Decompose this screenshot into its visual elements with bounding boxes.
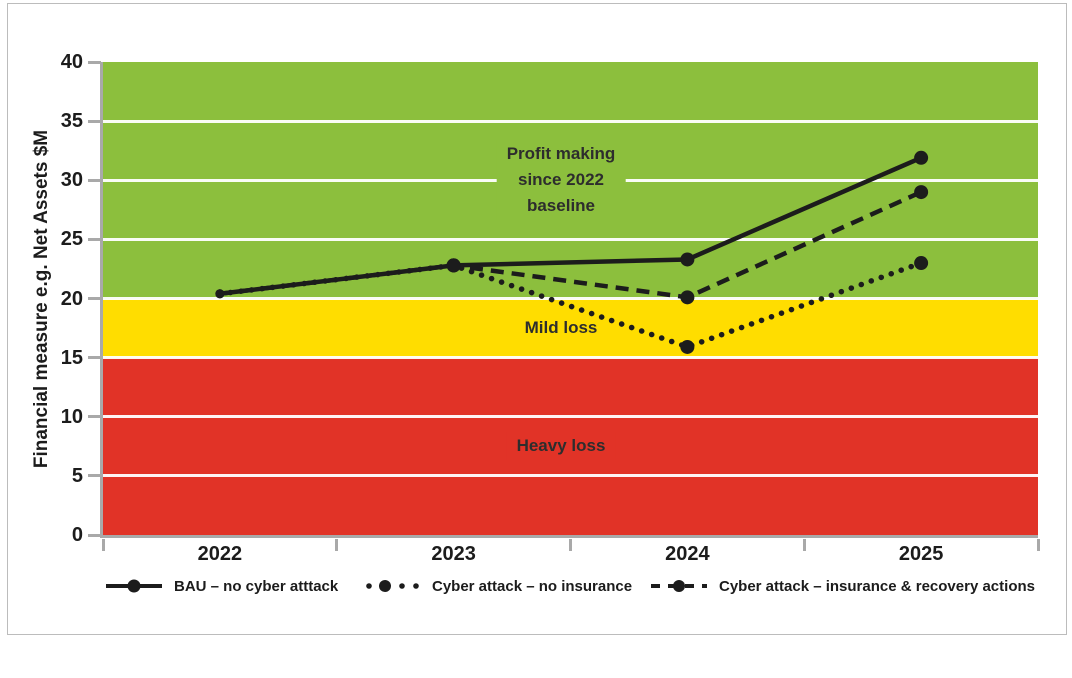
- x-tick-mark-0: [101, 539, 105, 551]
- legend-dotted-line-icon: [366, 580, 419, 592]
- y-tick-mark-0: [88, 533, 101, 537]
- y-tick-label-5: 5: [71, 464, 83, 487]
- x-tick-mark-1: [335, 539, 339, 551]
- y-tick-label-20: 20: [60, 287, 83, 310]
- gridline-y-10: [103, 415, 1038, 419]
- y-tick-label-10: 10: [60, 405, 83, 428]
- gridline-y-5: [103, 474, 1038, 478]
- legend-sample-dot: [399, 583, 405, 589]
- data-point-marker: [914, 185, 929, 200]
- x-tick-mark-3: [802, 539, 806, 551]
- data-point-marker: [446, 258, 461, 273]
- x-tick-label-2023: 2023: [431, 543, 476, 565]
- legend-sample-dot: [413, 583, 419, 589]
- plot-area: Profit making since 2022 baseline Mild lo…: [103, 62, 1038, 535]
- legend-item-solid: BAU – no cyber atttack: [105, 574, 338, 598]
- data-point-marker: [680, 290, 695, 305]
- y-tick-mark-5: [88, 474, 101, 478]
- gridline-y-35: [103, 119, 1038, 123]
- y-tick-mark-20: [88, 297, 101, 300]
- x-tick-label-2022: 2022: [197, 543, 243, 565]
- gridline-y-20: [103, 297, 1038, 300]
- series-line-solid: [219, 155, 923, 297]
- legend-item-dotted: Cyber attack – no insurance: [363, 574, 632, 598]
- legend-label: BAU – no cyber atttack: [174, 577, 339, 595]
- x-tick-label-2024: 2024: [665, 543, 710, 565]
- x-tick-mark-2: [569, 539, 572, 551]
- legend-solid-line-icon: [106, 579, 162, 593]
- band-label-profit-zone: Profit making since 2022 baseline: [496, 140, 626, 221]
- x-axis-line: [100, 535, 1038, 538]
- x-tick-mark-4: [1036, 539, 1040, 551]
- gridline-y-15: [103, 356, 1038, 360]
- series-plot: [215, 150, 929, 354]
- y-tick-mark-40: [88, 60, 101, 64]
- y-tick-label-0: 0: [71, 524, 83, 546]
- gridline-y-25: [103, 237, 1038, 241]
- y-tick-mark-10: [88, 415, 101, 419]
- band-label-mild-loss-zone: Mild loss: [514, 314, 608, 343]
- y-tick-mark-30: [88, 178, 101, 182]
- data-point-marker: [914, 256, 929, 271]
- y-tick-mark-25: [88, 237, 101, 241]
- y-axis-line: [100, 62, 103, 538]
- legend-label: Cyber attack – insurance & recovery acti…: [719, 577, 1035, 595]
- legend-item-dashed: Cyber attack – insurance & recovery acti…: [650, 574, 1035, 598]
- x-tick-label-2025: 2025: [898, 543, 944, 565]
- y-tick-mark-35: [88, 119, 101, 123]
- y-tick-label-40: 40: [60, 51, 83, 73]
- legend-sample-dot: [127, 579, 141, 593]
- series-line-dotted: [217, 260, 924, 350]
- data-point-marker: [914, 150, 929, 165]
- legend-label: Cyber attack – no insurance: [432, 577, 633, 595]
- y-tick-label-25: 25: [60, 228, 83, 251]
- data-point-marker: [680, 252, 695, 267]
- legend-sample-dot: [366, 583, 372, 589]
- data-point-marker: [680, 339, 695, 354]
- legend-sample-dot: [379, 580, 391, 592]
- y-tick-label-30: 30: [60, 169, 83, 192]
- data-point-marker: [215, 289, 225, 299]
- band-label-heavy-loss-zone: Heavy loss: [506, 432, 616, 461]
- y-tick-label-15: 15: [60, 346, 83, 369]
- legend-dashed-line-icon: [651, 580, 707, 592]
- y-tick-mark-15: [88, 356, 101, 360]
- y-tick-label-35: 35: [60, 110, 83, 133]
- legend-sample-dot: [673, 580, 685, 592]
